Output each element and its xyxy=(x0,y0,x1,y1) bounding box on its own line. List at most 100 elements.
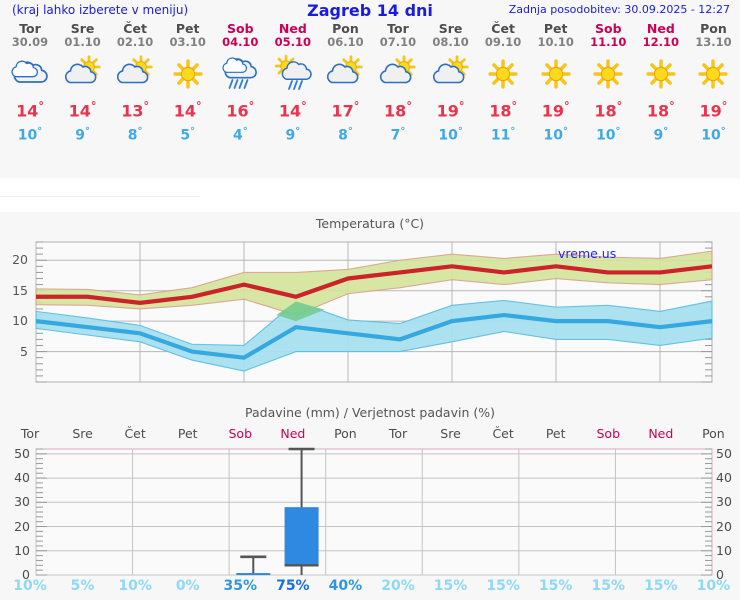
precipitation-y-tick: 0 xyxy=(716,567,724,582)
temperature-max: 14° xyxy=(278,100,307,121)
precipitation-probability: 10% xyxy=(696,578,731,594)
precipitation-day-label: Pet xyxy=(177,426,198,441)
precipitation-probability: 0% xyxy=(175,578,200,594)
temperature-max: 18° xyxy=(489,100,518,121)
forecast-strip: Tor 30.09 14° 10° Sre 01.10 14° 9° Čet 02.10 13° 8°… xyxy=(0,22,740,178)
forecast-day-column[interactable]: Pet 03.10 14° 5° xyxy=(162,22,214,146)
temperature-min: 4° xyxy=(232,126,248,144)
precipitation-day-label: Pet xyxy=(545,426,566,441)
precipitation-probability: 10% xyxy=(13,578,47,594)
temperature-max: 18° xyxy=(384,100,412,121)
sunny-icon xyxy=(635,54,687,94)
sunny-icon xyxy=(477,54,529,94)
precipitation-probability: 20% xyxy=(381,578,415,594)
forecast-day-column[interactable]: Sob 04.10 16° 4° xyxy=(214,22,266,146)
divider-line xyxy=(0,196,200,197)
temperature-max: 14° xyxy=(16,100,44,121)
sunny-icon xyxy=(530,54,582,94)
precipitation-day-label: Tor xyxy=(20,426,40,441)
temperature-min: 10° xyxy=(701,126,726,144)
temperature-max: 17° xyxy=(331,100,360,121)
partly-sunny-icon xyxy=(372,54,424,94)
day-name: Ned xyxy=(646,21,675,36)
day-date: 07.10 xyxy=(379,35,417,49)
temperature-max: 16° xyxy=(226,100,255,121)
day-name: Sre xyxy=(70,21,95,36)
precipitation-probability: 10% xyxy=(118,578,152,594)
temperature-max: 14° xyxy=(68,100,97,121)
section-gap xyxy=(0,178,740,212)
forecast-day-column[interactable]: Sre 01.10 14° 9° xyxy=(57,22,109,146)
day-date: 30.09 xyxy=(11,35,49,49)
temperature-min: 5° xyxy=(180,126,196,144)
temperature-min: 9° xyxy=(653,126,669,144)
precipitation-day-label: Sre xyxy=(440,426,461,441)
temperature-min: 11° xyxy=(490,126,516,144)
day-date: 10.10 xyxy=(537,35,574,49)
precipitation-probability: 35% xyxy=(223,578,258,594)
precipitation-y-tick: 40 xyxy=(14,470,30,486)
day-date: 12.10 xyxy=(642,35,680,49)
forecast-day-column[interactable]: Čet 02.10 13° 8° xyxy=(109,22,161,146)
precipitation-y-tick: 0 xyxy=(22,567,30,582)
day-name: Sob xyxy=(226,21,254,36)
precipitation-probability: 75% xyxy=(276,578,310,594)
partly-sunny-icon xyxy=(109,54,161,94)
forecast-day-column[interactable]: Ned 05.10 14° 9° xyxy=(267,22,319,146)
page-title: Zagreb 14 dni xyxy=(307,1,433,20)
forecast-day-column[interactable]: Sre 08.10 19° 10° xyxy=(425,22,477,146)
precipitation-probability: 15% xyxy=(486,578,520,594)
day-date: 01.10 xyxy=(64,35,101,49)
precipitation-y-tick: 50 xyxy=(14,445,30,461)
precipitation-probability: 15% xyxy=(644,578,678,594)
precipitation-probability: 40% xyxy=(328,578,363,594)
day-name: Pon xyxy=(700,21,727,36)
temperature-min: 10° xyxy=(543,126,568,144)
day-date: 13.10 xyxy=(695,35,732,49)
precipitation-day-label: Sre xyxy=(72,426,93,441)
precipitation-y-tick: 20 xyxy=(716,518,732,534)
forecast-day-column[interactable]: Čet 09.10 18° 11° xyxy=(477,22,529,146)
temperature-max: 19° xyxy=(541,100,570,121)
forecast-day-column[interactable]: Ned 12.10 18° 9° xyxy=(635,22,687,146)
precipitation-y-tick: 40 xyxy=(716,470,732,486)
temperature-min: 10° xyxy=(17,126,43,144)
temperature-max: 18° xyxy=(646,100,675,121)
precipitation-day-label: Pon xyxy=(334,426,357,441)
temperature-chart: Temperatura (°C) vreme.us xyxy=(0,212,740,402)
sunny-icon xyxy=(162,54,214,94)
precipitation-day-label: Čet xyxy=(124,426,146,441)
day-name: Pet xyxy=(543,21,568,36)
precipitation-day-label: Ned xyxy=(648,426,674,441)
partly-sunny-icon xyxy=(57,54,109,94)
forecast-day-column[interactable]: Pon 13.10 19° 10° xyxy=(687,22,739,146)
day-name: Sob xyxy=(594,21,622,36)
day-name: Tor xyxy=(19,21,41,36)
day-name: Sre xyxy=(438,21,463,36)
temperature-min: 8° xyxy=(127,126,143,144)
forecast-day-column[interactable]: Sob 11.10 18° 10° xyxy=(582,22,634,146)
last-update-text: Zadnja posodobitev: 30.09.2025 - 12:27 xyxy=(508,3,730,16)
forecast-day-column[interactable]: Pon 06.10 17° 8° xyxy=(319,22,371,146)
precipitation-day-label: Sob xyxy=(596,426,621,441)
day-name: Tor xyxy=(387,21,409,36)
precipitation-day-label: Ned xyxy=(280,426,306,441)
temperature-max: 13° xyxy=(121,100,150,121)
forecast-day-column[interactable]: Pet 10.10 19° 10° xyxy=(530,22,582,146)
rain-icon xyxy=(214,54,266,94)
forecast-day-column[interactable]: Tor 07.10 18° 7° xyxy=(372,22,424,146)
precipitation-y-tick: 20 xyxy=(14,518,30,534)
sunny-icon xyxy=(687,54,739,94)
day-date: 03.10 xyxy=(169,35,206,49)
partly-sunny-icon xyxy=(425,54,477,94)
temperature-min: 9° xyxy=(285,126,301,144)
precipitation-day-label: Tor xyxy=(388,426,408,441)
sunny-icon xyxy=(582,54,634,94)
temperature-y-tick: 10 xyxy=(12,313,28,329)
temperature-max: 14° xyxy=(173,100,202,121)
day-name: Čet xyxy=(123,21,147,36)
forecast-day-column[interactable]: Tor 30.09 14° 10° xyxy=(4,22,56,146)
menu-hint-text: (kraj lahko izberete v meniju) xyxy=(12,3,189,17)
precipitation-y-tick: 30 xyxy=(716,494,732,510)
day-date: 06.10 xyxy=(327,35,364,49)
